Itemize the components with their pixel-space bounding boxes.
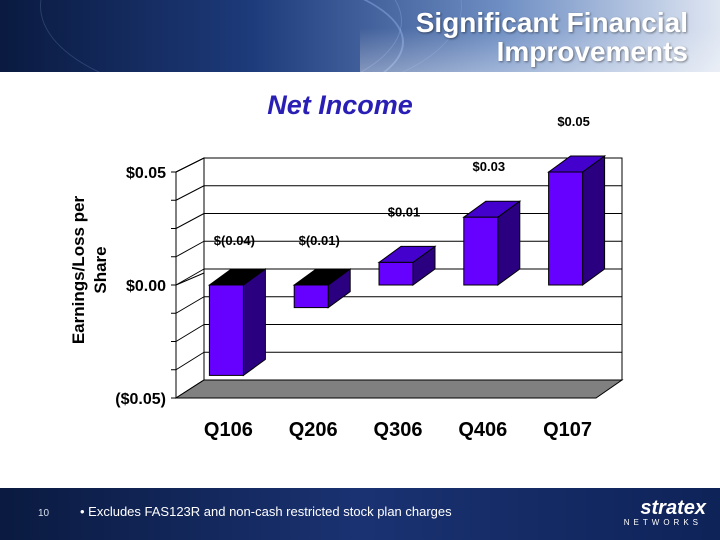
gridline-side xyxy=(175,296,205,314)
data-label: $0.03 xyxy=(473,159,506,174)
gridline-side xyxy=(175,240,205,258)
slide-title-line-2: Improvements xyxy=(496,36,688,67)
footer-band xyxy=(0,488,720,540)
y-axis-label-line: Share xyxy=(91,246,110,293)
slide-title-line-1: Significant Financial xyxy=(415,7,688,38)
y-tick-label: $0.05 xyxy=(126,165,166,182)
bar-side-Q107 xyxy=(582,155,606,286)
bar-Q306 xyxy=(378,261,414,286)
bar-Q106 xyxy=(208,284,244,376)
gridline-side xyxy=(175,185,205,201)
header-glow-decoration xyxy=(360,28,720,72)
chart-title: Net Income xyxy=(267,90,413,120)
page-number: 10 xyxy=(38,508,50,519)
gridline-side xyxy=(175,157,205,173)
bar-side-Q106 xyxy=(242,268,266,377)
bar-Q107 xyxy=(548,171,584,286)
gridline-side xyxy=(175,351,205,371)
bar-Q406 xyxy=(463,216,499,286)
x-tick-label: Q106 xyxy=(204,419,253,441)
chart-floor xyxy=(174,379,624,399)
data-label: $0.05 xyxy=(557,114,590,129)
gridline-side xyxy=(175,324,205,342)
x-tick-label: Q306 xyxy=(374,419,423,441)
y-tick-label: ($0.05) xyxy=(115,391,166,408)
x-tick-label: Q107 xyxy=(543,419,592,441)
header-band xyxy=(0,0,720,72)
gridline-side xyxy=(175,213,205,229)
data-label: $(0.01) xyxy=(299,233,340,248)
chart-side-wall xyxy=(175,157,205,399)
footnote: • Excludes FAS123R and non-cash restrict… xyxy=(80,504,452,519)
bar-Q206 xyxy=(293,284,329,309)
gridline-side xyxy=(175,268,205,286)
x-tick-label: Q206 xyxy=(289,419,338,441)
logo-word: stratex xyxy=(640,497,706,519)
net-income-chart: $0.05 $0.00 ($0.05) Q106 $(0.04) Q206 $(0.01) Q… xyxy=(69,90,624,441)
slide-title: Significant Financial Improvements xyxy=(268,8,688,66)
y-axis-label-line: Earnings/Loss per xyxy=(69,195,88,344)
data-label: $0.01 xyxy=(388,204,421,219)
stratex-logo: stratex NETWORKS xyxy=(596,498,706,528)
x-tick-label: Q406 xyxy=(458,419,507,441)
logo-subtitle: NETWORKS xyxy=(623,518,702,527)
data-label: $(0.04) xyxy=(214,233,255,248)
zero-plane-side xyxy=(175,272,205,286)
y-tick-label: $0.00 xyxy=(126,278,166,295)
y-axis-label: Earnings/Loss per Share xyxy=(69,195,110,344)
